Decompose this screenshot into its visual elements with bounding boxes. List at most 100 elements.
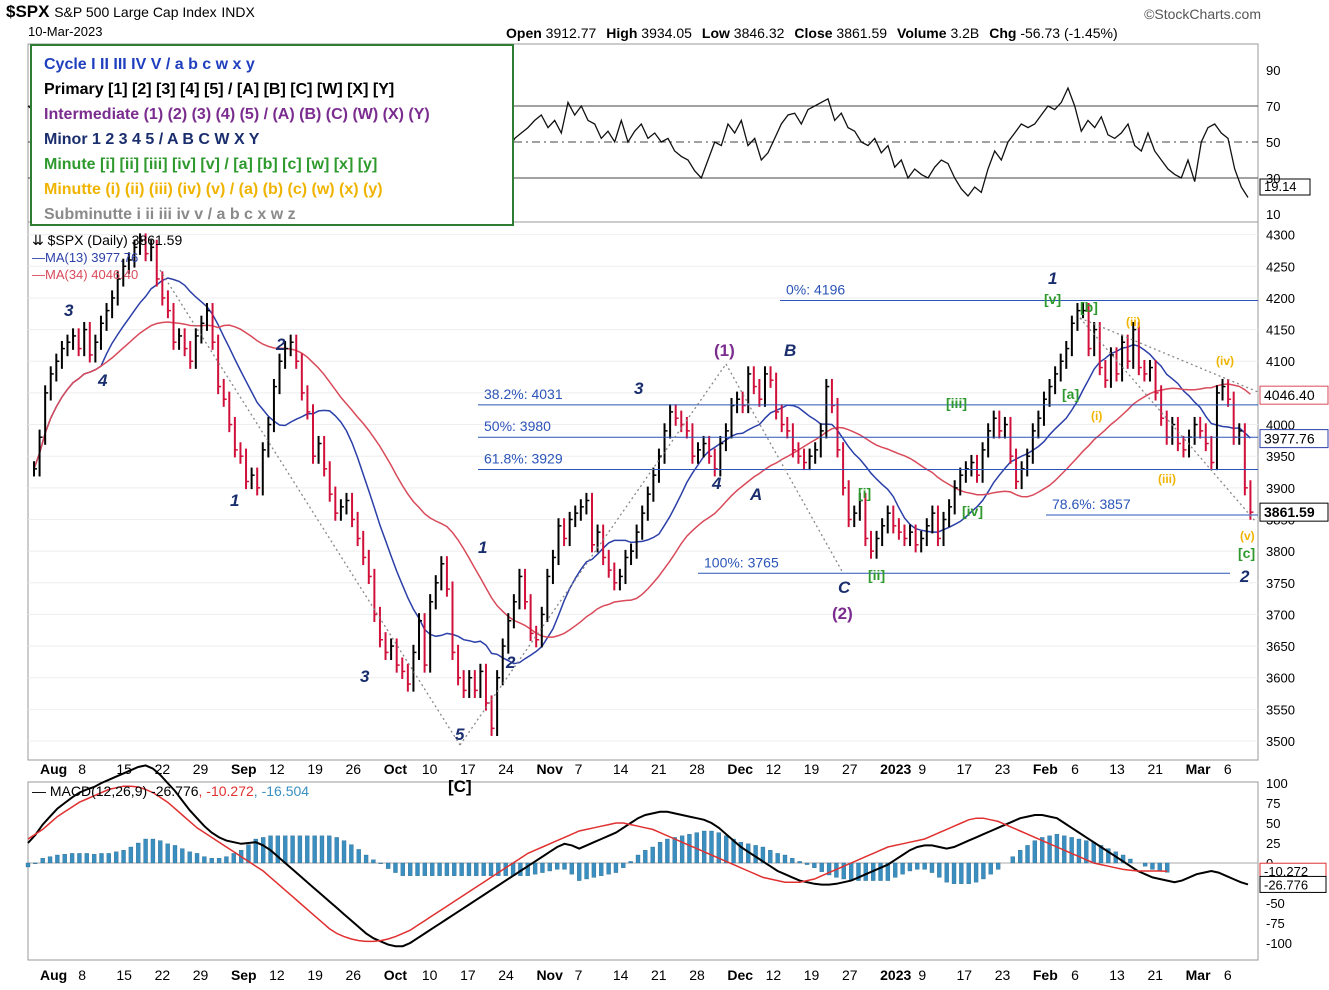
- macd-hist-bar: [790, 858, 794, 863]
- x-tick: 21: [1147, 761, 1163, 777]
- price-tick: 4300: [1266, 228, 1295, 243]
- wave-label: (ii): [1126, 315, 1141, 329]
- macd-hist-bar: [658, 842, 662, 863]
- wave-label: (1): [714, 341, 735, 360]
- fib-label: 0%: 4196: [786, 281, 845, 297]
- x-tick-bottom: 7: [575, 967, 583, 983]
- macd-hist-bar: [327, 836, 331, 863]
- macd-legend-part: , -10.272: [199, 783, 254, 799]
- macd-hist-bar: [291, 836, 295, 863]
- wave-label: [a]: [1062, 386, 1079, 402]
- wave-label: (iii): [1158, 472, 1176, 486]
- wave-legend-box: Cycle I II III IV V / a b c w x y Primary…: [30, 44, 514, 226]
- macd-hist-bar: [357, 849, 361, 863]
- macd-hist-bar: [460, 863, 464, 876]
- macd-hist-bar: [379, 863, 383, 864]
- wave-label: 4: [97, 371, 108, 390]
- wave-label: 2: [505, 653, 516, 672]
- x-tick-bottom: Mar: [1186, 967, 1211, 983]
- macd-hist-bar: [937, 863, 941, 877]
- macd-hist-bar: [952, 863, 956, 884]
- x-tick-bottom: Dec: [727, 967, 753, 983]
- price-tick: 3800: [1266, 544, 1295, 559]
- macd-hist-bar: [305, 836, 309, 863]
- macd-hist-bar: [401, 863, 405, 876]
- macd-hist-bar: [665, 839, 669, 863]
- x-tick-bottom: 27: [842, 967, 858, 983]
- macd-hist-bar: [371, 860, 375, 863]
- macd-legend-part: , -16.504: [254, 783, 309, 799]
- macd-hist-bar: [122, 850, 126, 863]
- macd-hist-bar: [445, 863, 449, 876]
- x-tick: 24: [498, 761, 514, 777]
- wave-label: 1: [478, 538, 487, 557]
- macd-hist-bar: [680, 836, 684, 863]
- macd-hist-bar: [26, 863, 30, 867]
- macd-hist-bar: [85, 853, 89, 863]
- macd-hist-bar: [1143, 863, 1147, 866]
- wave-label: 5: [455, 725, 465, 744]
- macd-hist-bar: [768, 850, 772, 863]
- macd-hist-bar: [901, 863, 905, 874]
- macd-hist-bar: [1070, 837, 1074, 863]
- macd-hist-bar: [959, 863, 963, 884]
- price-tick: 3550: [1266, 702, 1295, 717]
- x-tick-bottom: 6: [1224, 967, 1232, 983]
- x-tick-bottom: Aug: [40, 967, 67, 983]
- macd-hist-bar: [592, 863, 596, 877]
- macd-hist-bar: [320, 836, 324, 863]
- wave-label: B: [784, 341, 796, 360]
- macd-hist-bar: [107, 853, 111, 863]
- fib-label: 50%: 3980: [484, 418, 551, 434]
- macd-hist-bar: [945, 863, 949, 882]
- macd-hist-bar: [1018, 850, 1022, 863]
- x-tick-bottom: Feb: [1033, 967, 1058, 983]
- macd-hist-bar: [217, 858, 221, 863]
- macd-hist-bar: [474, 863, 478, 876]
- wave-label: [iv]: [962, 503, 983, 519]
- legend-line: Minutte (i) (ii) (iii) (iv) (v) / (a) (b…: [44, 177, 500, 202]
- macd-hist-bar: [563, 863, 567, 869]
- x-tick-bottom: 22: [155, 967, 171, 983]
- macd-tick: 25: [1266, 836, 1280, 851]
- price-tick: 3700: [1266, 607, 1295, 622]
- macd-hist-bar: [783, 855, 787, 863]
- legend-line: Minor 1 2 3 4 5 / A B C W X Y: [44, 127, 500, 152]
- macd-hist-bar: [570, 863, 574, 874]
- macd-hist-bar: [342, 841, 346, 863]
- x-tick-bottom: 21: [651, 967, 667, 983]
- wave-label: (i): [1091, 409, 1102, 423]
- x-tick-bottom: 19: [804, 967, 820, 983]
- x-tick: 28: [689, 761, 705, 777]
- macd-hist-bar: [930, 863, 934, 873]
- macd-hist-bar: [393, 863, 397, 873]
- macd-hist-bar: [636, 855, 640, 863]
- x-tick: 23: [995, 761, 1011, 777]
- macd-hist-bar: [283, 836, 287, 863]
- wave-label: 4: [711, 474, 722, 493]
- macd-hist-bar: [1033, 841, 1037, 863]
- macd-value: -26.776: [1264, 877, 1308, 892]
- x-tick-bottom: 21: [1147, 967, 1163, 983]
- wave-label: 2: [275, 335, 286, 354]
- macd-hist-bar: [70, 853, 74, 863]
- ma34-legend: —MA(34) 4046.40: [32, 267, 138, 282]
- fib-label: 78.6%: 3857: [1052, 496, 1131, 512]
- macd-hist-bar: [55, 855, 59, 863]
- macd-hist-bar: [673, 837, 677, 863]
- price-tick: 3900: [1266, 481, 1295, 496]
- macd-hist-bar: [651, 847, 655, 863]
- wave-label: (v): [1240, 529, 1255, 543]
- x-tick-bottom: 23: [995, 967, 1011, 983]
- x-tick-bottom: 17: [957, 967, 973, 983]
- macd-hist-bar: [533, 863, 537, 874]
- x-tick: 26: [346, 761, 362, 777]
- wave-label: [i]: [858, 485, 871, 501]
- macd-hist-bar: [313, 836, 317, 863]
- macd-hist-bar: [335, 837, 339, 863]
- x-tick-bottom: 2023: [880, 967, 911, 983]
- rsi-tick: 10: [1266, 207, 1280, 222]
- macd-panel: [28, 782, 1258, 960]
- macd-hist-bar: [996, 863, 1000, 869]
- macd-hist-bar: [173, 845, 177, 863]
